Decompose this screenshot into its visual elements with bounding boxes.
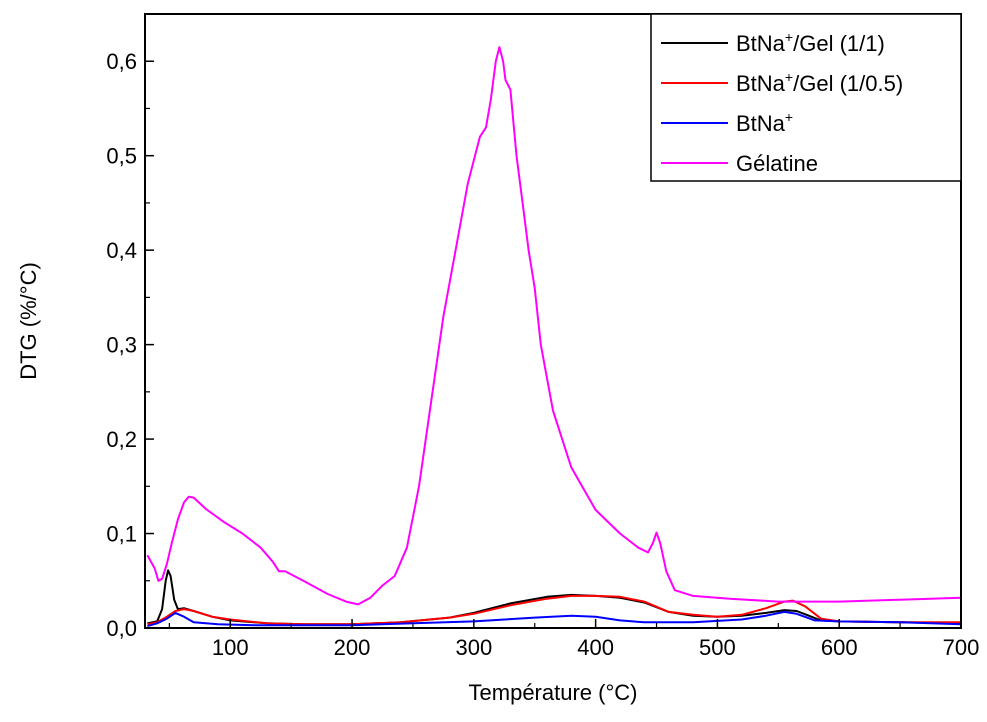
x-tick-label: 400 (577, 635, 614, 660)
x-axis: 100 200 300 400 500 600 700 (168, 619, 980, 660)
y-tick-label: 0,1 (106, 522, 137, 547)
x-tick-label: 700 (943, 635, 980, 660)
y-tick-label: 0,4 (106, 238, 137, 263)
legend-box (650, 13, 962, 182)
legend-label-3: BtNa+ (736, 109, 793, 136)
plot-frame (144, 13, 962, 629)
x-tick-label: 300 (455, 635, 492, 660)
y-tick-label: 0,2 (106, 427, 137, 452)
x-tick-label: 600 (821, 635, 858, 660)
x-tick-label: 100 (212, 635, 249, 660)
series-line-3 (147, 610, 962, 628)
series-line-1 (147, 569, 962, 626)
legend-label-2: BtNa+/Gel (1/0.5) (736, 69, 903, 96)
legend: BtNa+/Gel (1/1) BtNa+/Gel (1/0.5) BtNa+ Gél… (650, 13, 962, 182)
y-axis-label: DTG (%/°C) (16, 262, 41, 380)
x-axis-label: Température (°C) (469, 680, 638, 705)
y-tick-label: 0,3 (106, 333, 137, 358)
series-line-4 (146, 46, 962, 606)
legend-label-1: BtNa+/Gel (1/1) (736, 29, 885, 56)
y-tick-label: 0,5 (106, 144, 137, 169)
y-tick-label: 0,6 (106, 49, 137, 74)
legend-label-4: Gélatine (736, 151, 818, 176)
x-tick-label: 500 (699, 635, 736, 660)
y-tick-label: 0,0 (106, 616, 137, 641)
y-axis: 0,0 0,1 0,2 0,3 0,4 0,5 0,6 (106, 13, 154, 641)
plot-lines (146, 46, 962, 628)
x-tick-label: 200 (334, 635, 371, 660)
